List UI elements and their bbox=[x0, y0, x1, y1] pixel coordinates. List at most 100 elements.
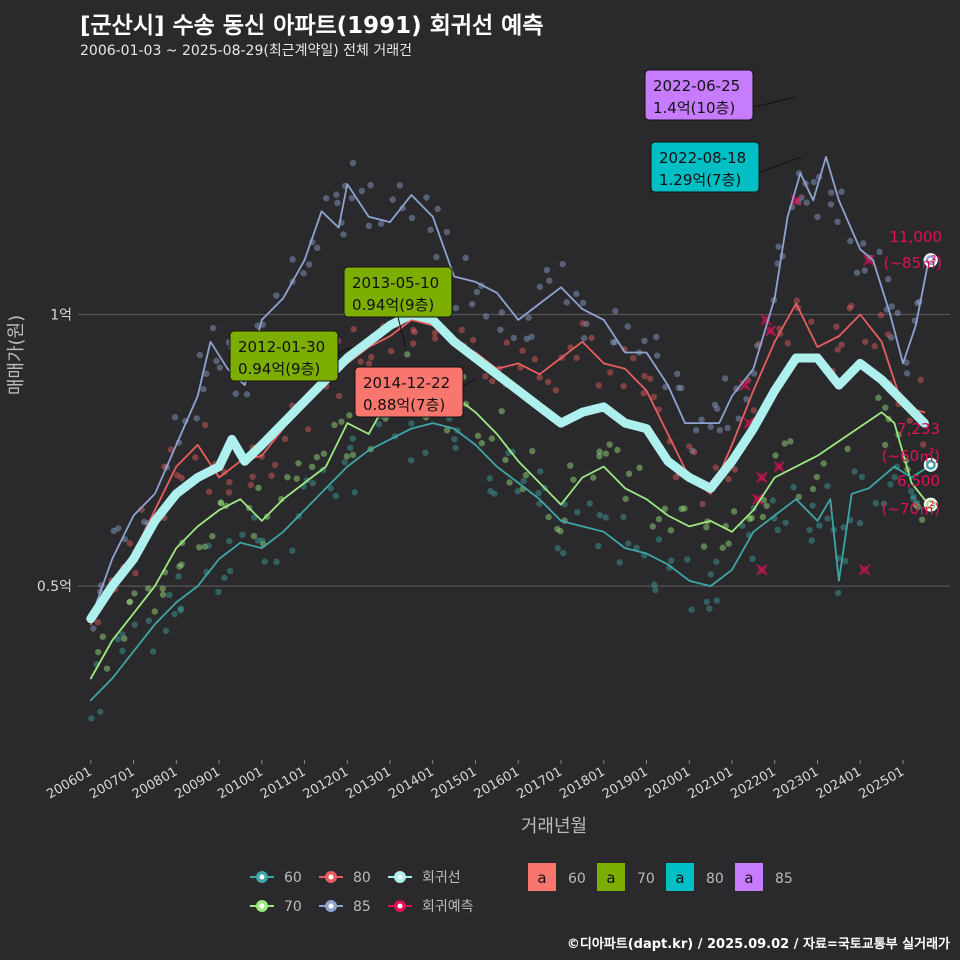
legend-label: 80 bbox=[353, 870, 371, 886]
scatter-point bbox=[149, 648, 157, 655]
legend: 60 80 회귀선 70 85 회귀예측 a 60 a 70 a 80 a 85 bbox=[250, 863, 793, 915]
scatter-point bbox=[691, 448, 698, 456]
scatter-point bbox=[607, 369, 614, 376]
scatter-point bbox=[625, 470, 633, 477]
legend-label: 회귀예측 bbox=[422, 899, 474, 915]
scatter-point bbox=[88, 715, 95, 722]
scatter-point bbox=[622, 495, 629, 502]
scatter-point bbox=[649, 523, 656, 530]
series-line-80 bbox=[89, 302, 926, 626]
scatter-point bbox=[346, 412, 353, 419]
forecast-cross bbox=[773, 460, 785, 473]
scatter-point bbox=[716, 427, 724, 434]
scatter-point bbox=[625, 540, 632, 547]
scatter-point bbox=[410, 326, 417, 334]
scatter-point bbox=[145, 585, 152, 592]
scatter-point bbox=[844, 445, 851, 453]
scatter-points bbox=[88, 159, 930, 722]
scatter-point bbox=[706, 605, 713, 612]
scatter-point bbox=[431, 335, 439, 342]
scatter-point bbox=[573, 290, 580, 298]
scatter-point bbox=[713, 558, 720, 565]
scatter-point bbox=[323, 195, 330, 202]
scatter-point bbox=[790, 484, 797, 491]
scatter-point bbox=[712, 464, 719, 471]
scatter-point bbox=[563, 299, 570, 306]
x-tick-label: 200701 bbox=[87, 764, 137, 802]
scatter-point bbox=[731, 466, 739, 473]
scatter-point bbox=[95, 648, 102, 656]
scatter-point bbox=[340, 231, 347, 238]
scatter-point bbox=[201, 543, 209, 550]
scatter-point bbox=[596, 448, 603, 455]
legend-box-glyph: a bbox=[744, 869, 753, 887]
scatter-point bbox=[110, 527, 118, 535]
scatter-point bbox=[313, 453, 321, 461]
scatter-point bbox=[536, 374, 543, 381]
x-tick-label: 201501 bbox=[429, 764, 479, 802]
scatter-point bbox=[808, 318, 815, 325]
annotation-box bbox=[354, 366, 464, 418]
scatter-point bbox=[209, 324, 217, 332]
scatter-point bbox=[743, 396, 750, 403]
series-line-회귀선 bbox=[86, 310, 929, 624]
scatter-point bbox=[782, 519, 789, 526]
scatter-point bbox=[888, 334, 895, 341]
scatter-point bbox=[192, 454, 199, 461]
scatter-point bbox=[566, 462, 574, 469]
annotation-date: 2013-05-10 bbox=[352, 274, 439, 292]
scatter-point bbox=[469, 336, 477, 344]
annotations: 2022-06-251.4억(10층)2022-08-181.29억(7층)20… bbox=[229, 69, 943, 518]
legend-box-glyph: a bbox=[537, 869, 546, 887]
scatter-point bbox=[166, 591, 173, 599]
scatter-point bbox=[810, 178, 818, 186]
scatter-point bbox=[698, 416, 705, 423]
scatter-point bbox=[254, 537, 262, 544]
forecast-point bbox=[860, 565, 869, 574]
scatter-point bbox=[289, 547, 296, 554]
scatter-point bbox=[721, 375, 729, 382]
scatter-point bbox=[686, 443, 693, 450]
legend-point-dot bbox=[259, 874, 265, 880]
scatter-point bbox=[221, 574, 228, 582]
x-tick-label: 202501 bbox=[856, 764, 906, 802]
scatter-point bbox=[885, 331, 892, 338]
scatter-point bbox=[840, 524, 847, 531]
x-tick-label: 202001 bbox=[643, 764, 693, 802]
y-tick-label: 1억 bbox=[50, 307, 72, 323]
scatter-point bbox=[132, 569, 139, 577]
scatter-point bbox=[881, 441, 889, 449]
scatter-point bbox=[239, 531, 246, 538]
scatter-point bbox=[667, 527, 675, 534]
scatter-point bbox=[331, 421, 338, 429]
scatter-point bbox=[872, 500, 879, 507]
scatter-point bbox=[178, 474, 185, 482]
scatter-point bbox=[334, 199, 341, 207]
scatter-point bbox=[543, 266, 551, 274]
scatter-point bbox=[557, 528, 564, 535]
scatter-point bbox=[327, 485, 334, 492]
scatter-point bbox=[573, 509, 581, 516]
scatter-point bbox=[482, 373, 489, 380]
forecast-area: (~70㎡) bbox=[882, 500, 940, 518]
scatter-point bbox=[520, 477, 527, 485]
scatter-point bbox=[630, 354, 637, 362]
x-tick-label: 200801 bbox=[130, 764, 180, 802]
scatter-point bbox=[341, 458, 348, 466]
forecast-value: 11,000 bbox=[890, 228, 943, 246]
scatter-point bbox=[178, 561, 185, 568]
scatter-point bbox=[636, 464, 643, 471]
scatter-point bbox=[674, 370, 681, 378]
forecast-cross bbox=[858, 564, 871, 576]
scatter-point bbox=[853, 269, 861, 276]
scatter-point bbox=[609, 339, 617, 346]
scatter-point bbox=[614, 446, 621, 454]
scatter-point bbox=[422, 449, 429, 456]
scatter-point bbox=[912, 501, 919, 508]
scatter-point bbox=[522, 472, 530, 479]
scatter-point bbox=[754, 342, 761, 349]
scatter-point bbox=[795, 493, 802, 501]
scatter-point bbox=[478, 439, 485, 447]
annotation-box bbox=[644, 69, 754, 121]
